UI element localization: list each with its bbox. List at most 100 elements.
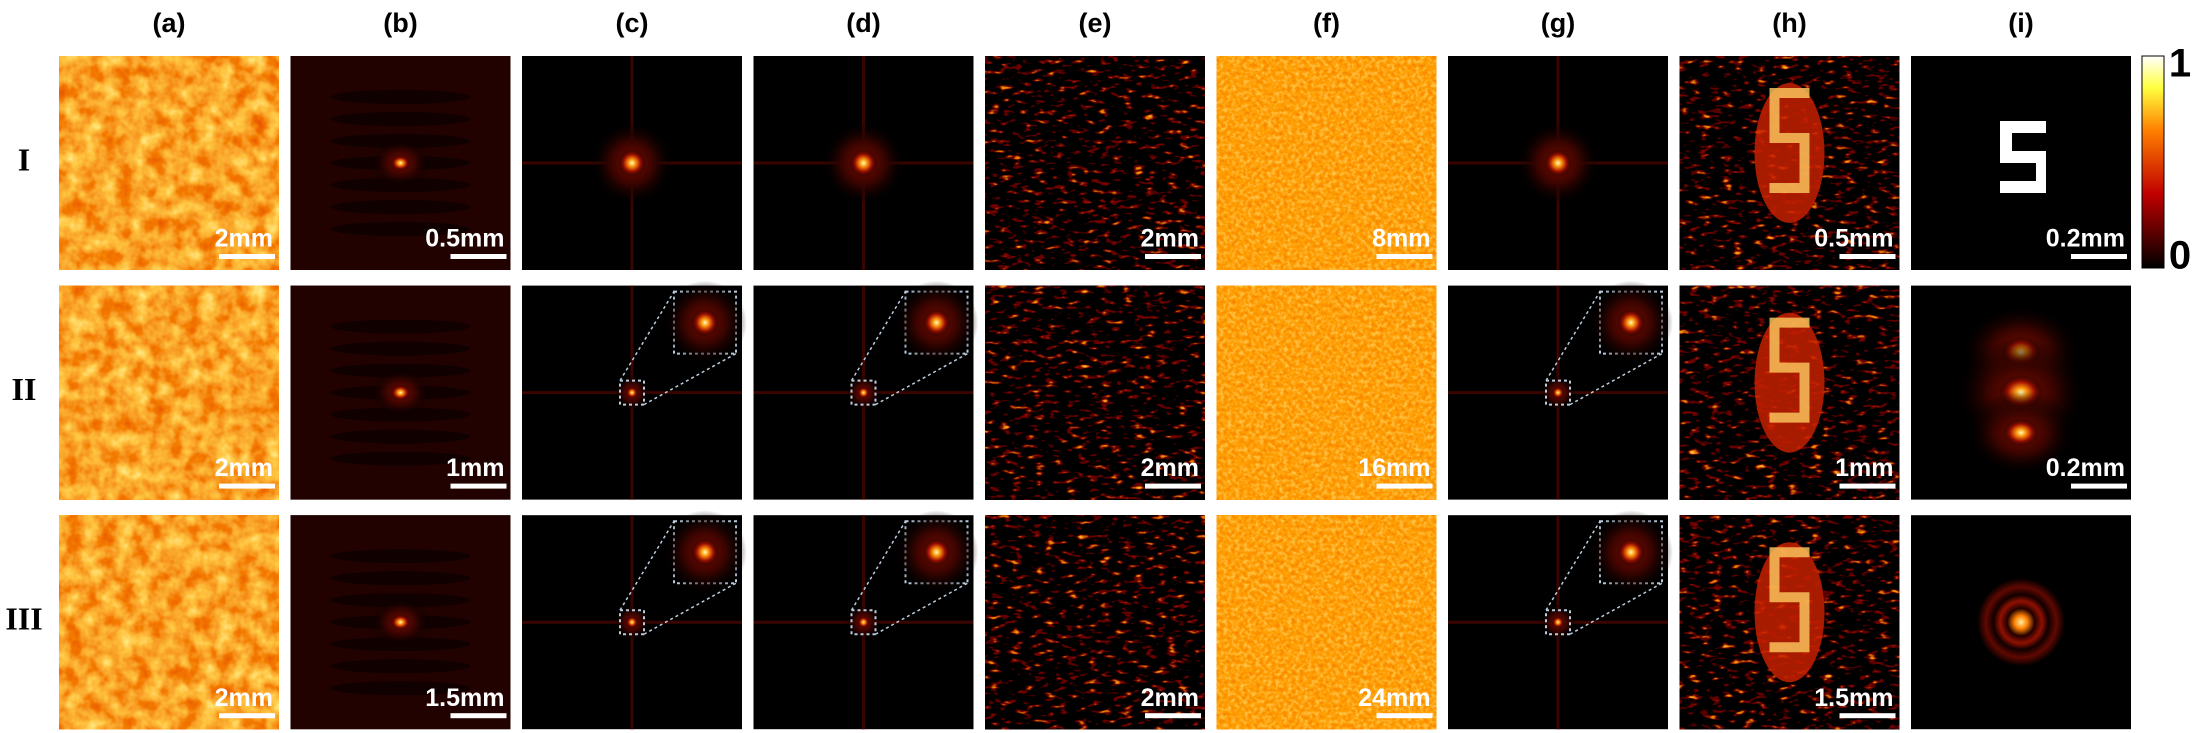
scale-bar	[450, 254, 507, 259]
scale-bar	[2071, 254, 2127, 259]
rings	[1966, 567, 2076, 678]
scale-bar	[1145, 483, 1201, 489]
spot	[1552, 386, 1564, 399]
fringe	[330, 571, 471, 586]
object	[1754, 312, 1825, 453]
inset-link	[1545, 291, 1601, 381]
row-label: III	[5, 601, 42, 637]
scale-bar	[219, 254, 275, 259]
fringe	[330, 681, 471, 696]
scale-bar	[1145, 254, 1201, 259]
panel-image	[985, 285, 1205, 500]
spot	[1552, 616, 1564, 629]
scale-label: 1.5mm	[425, 684, 504, 712]
scale-bar	[450, 713, 507, 719]
inset-source	[619, 379, 645, 406]
fringe	[330, 200, 471, 214]
scale-bar	[1376, 254, 1433, 259]
object-highlight	[1769, 547, 1810, 653]
panel-image	[985, 56, 1205, 270]
row-label: I	[18, 141, 30, 177]
fringe	[330, 341, 471, 356]
scale-label: 0.5mm	[425, 225, 504, 253]
panel-image	[59, 285, 279, 500]
column-label: (c)	[616, 8, 649, 38]
fringe	[330, 222, 471, 236]
spot	[618, 149, 646, 177]
panel	[985, 515, 1205, 730]
panel	[290, 56, 511, 270]
fringe	[330, 451, 471, 466]
spot	[922, 538, 951, 567]
column-label: (b)	[383, 8, 417, 38]
panel-image	[59, 515, 279, 730]
object	[1754, 542, 1825, 683]
spot	[857, 386, 870, 399]
panel	[1911, 515, 2131, 730]
scale-label: 1mm	[1835, 454, 1893, 482]
panel-image	[59, 56, 279, 270]
spot	[849, 149, 878, 177]
fringe	[330, 112, 471, 126]
spot	[857, 616, 870, 629]
panel-image	[1216, 56, 1437, 270]
fringe	[330, 429, 471, 444]
panel	[290, 515, 511, 730]
scale-label: 2mm	[1141, 684, 1199, 712]
inset-link	[619, 291, 675, 381]
fringe	[330, 319, 471, 334]
scale-bar	[1376, 713, 1433, 719]
scale-bar	[219, 713, 275, 719]
scale-label: 0.5mm	[1814, 225, 1893, 253]
scale-bar	[2071, 483, 2127, 489]
scale-label: 1.5mm	[1814, 684, 1893, 712]
panel	[1911, 285, 2131, 500]
scale-label: 2mm	[1141, 454, 1199, 482]
panel	[1448, 56, 1668, 270]
inset-link	[850, 291, 907, 381]
colorbar	[2141, 55, 2165, 269]
panel	[1448, 510, 1673, 730]
panel	[1216, 285, 1437, 500]
fringe	[330, 90, 471, 104]
panel	[522, 280, 747, 500]
panel	[59, 56, 279, 270]
panel	[1911, 56, 2131, 270]
panel-image	[985, 515, 1205, 730]
object-highlight	[1769, 88, 1810, 193]
colorbar-max: 1	[2169, 42, 2191, 86]
scale-label: 2mm	[215, 684, 273, 712]
panel	[1216, 56, 1437, 270]
panel	[753, 56, 974, 270]
scale-bar	[219, 483, 275, 489]
scale-label: 16mm	[1358, 454, 1430, 482]
spot	[691, 538, 719, 567]
scale-label: 0.2mm	[2046, 225, 2125, 253]
scale-bar	[1376, 483, 1433, 489]
spot	[922, 308, 951, 337]
panel	[1679, 515, 1900, 730]
scale-bar	[1839, 254, 1896, 259]
column-label: (g)	[1541, 8, 1575, 38]
spot	[1544, 149, 1572, 177]
target	[2000, 121, 2046, 193]
inset-source	[1545, 379, 1571, 406]
scale-bar	[1145, 713, 1201, 719]
fringe	[330, 659, 471, 674]
scale-label: 1mm	[446, 454, 504, 482]
spot	[1617, 538, 1645, 567]
inset-link	[619, 520, 675, 611]
panel	[59, 285, 279, 500]
scale-bar	[1839, 713, 1896, 719]
inset-source	[850, 379, 877, 406]
row-label: II	[12, 371, 37, 407]
panel	[290, 285, 511, 500]
column-label: (i)	[2008, 8, 2033, 38]
spot	[626, 616, 638, 629]
object	[1754, 83, 1825, 223]
scale-label: 2mm	[215, 225, 273, 253]
scale-bar	[450, 483, 507, 489]
panel	[59, 515, 279, 730]
spot	[390, 614, 411, 631]
